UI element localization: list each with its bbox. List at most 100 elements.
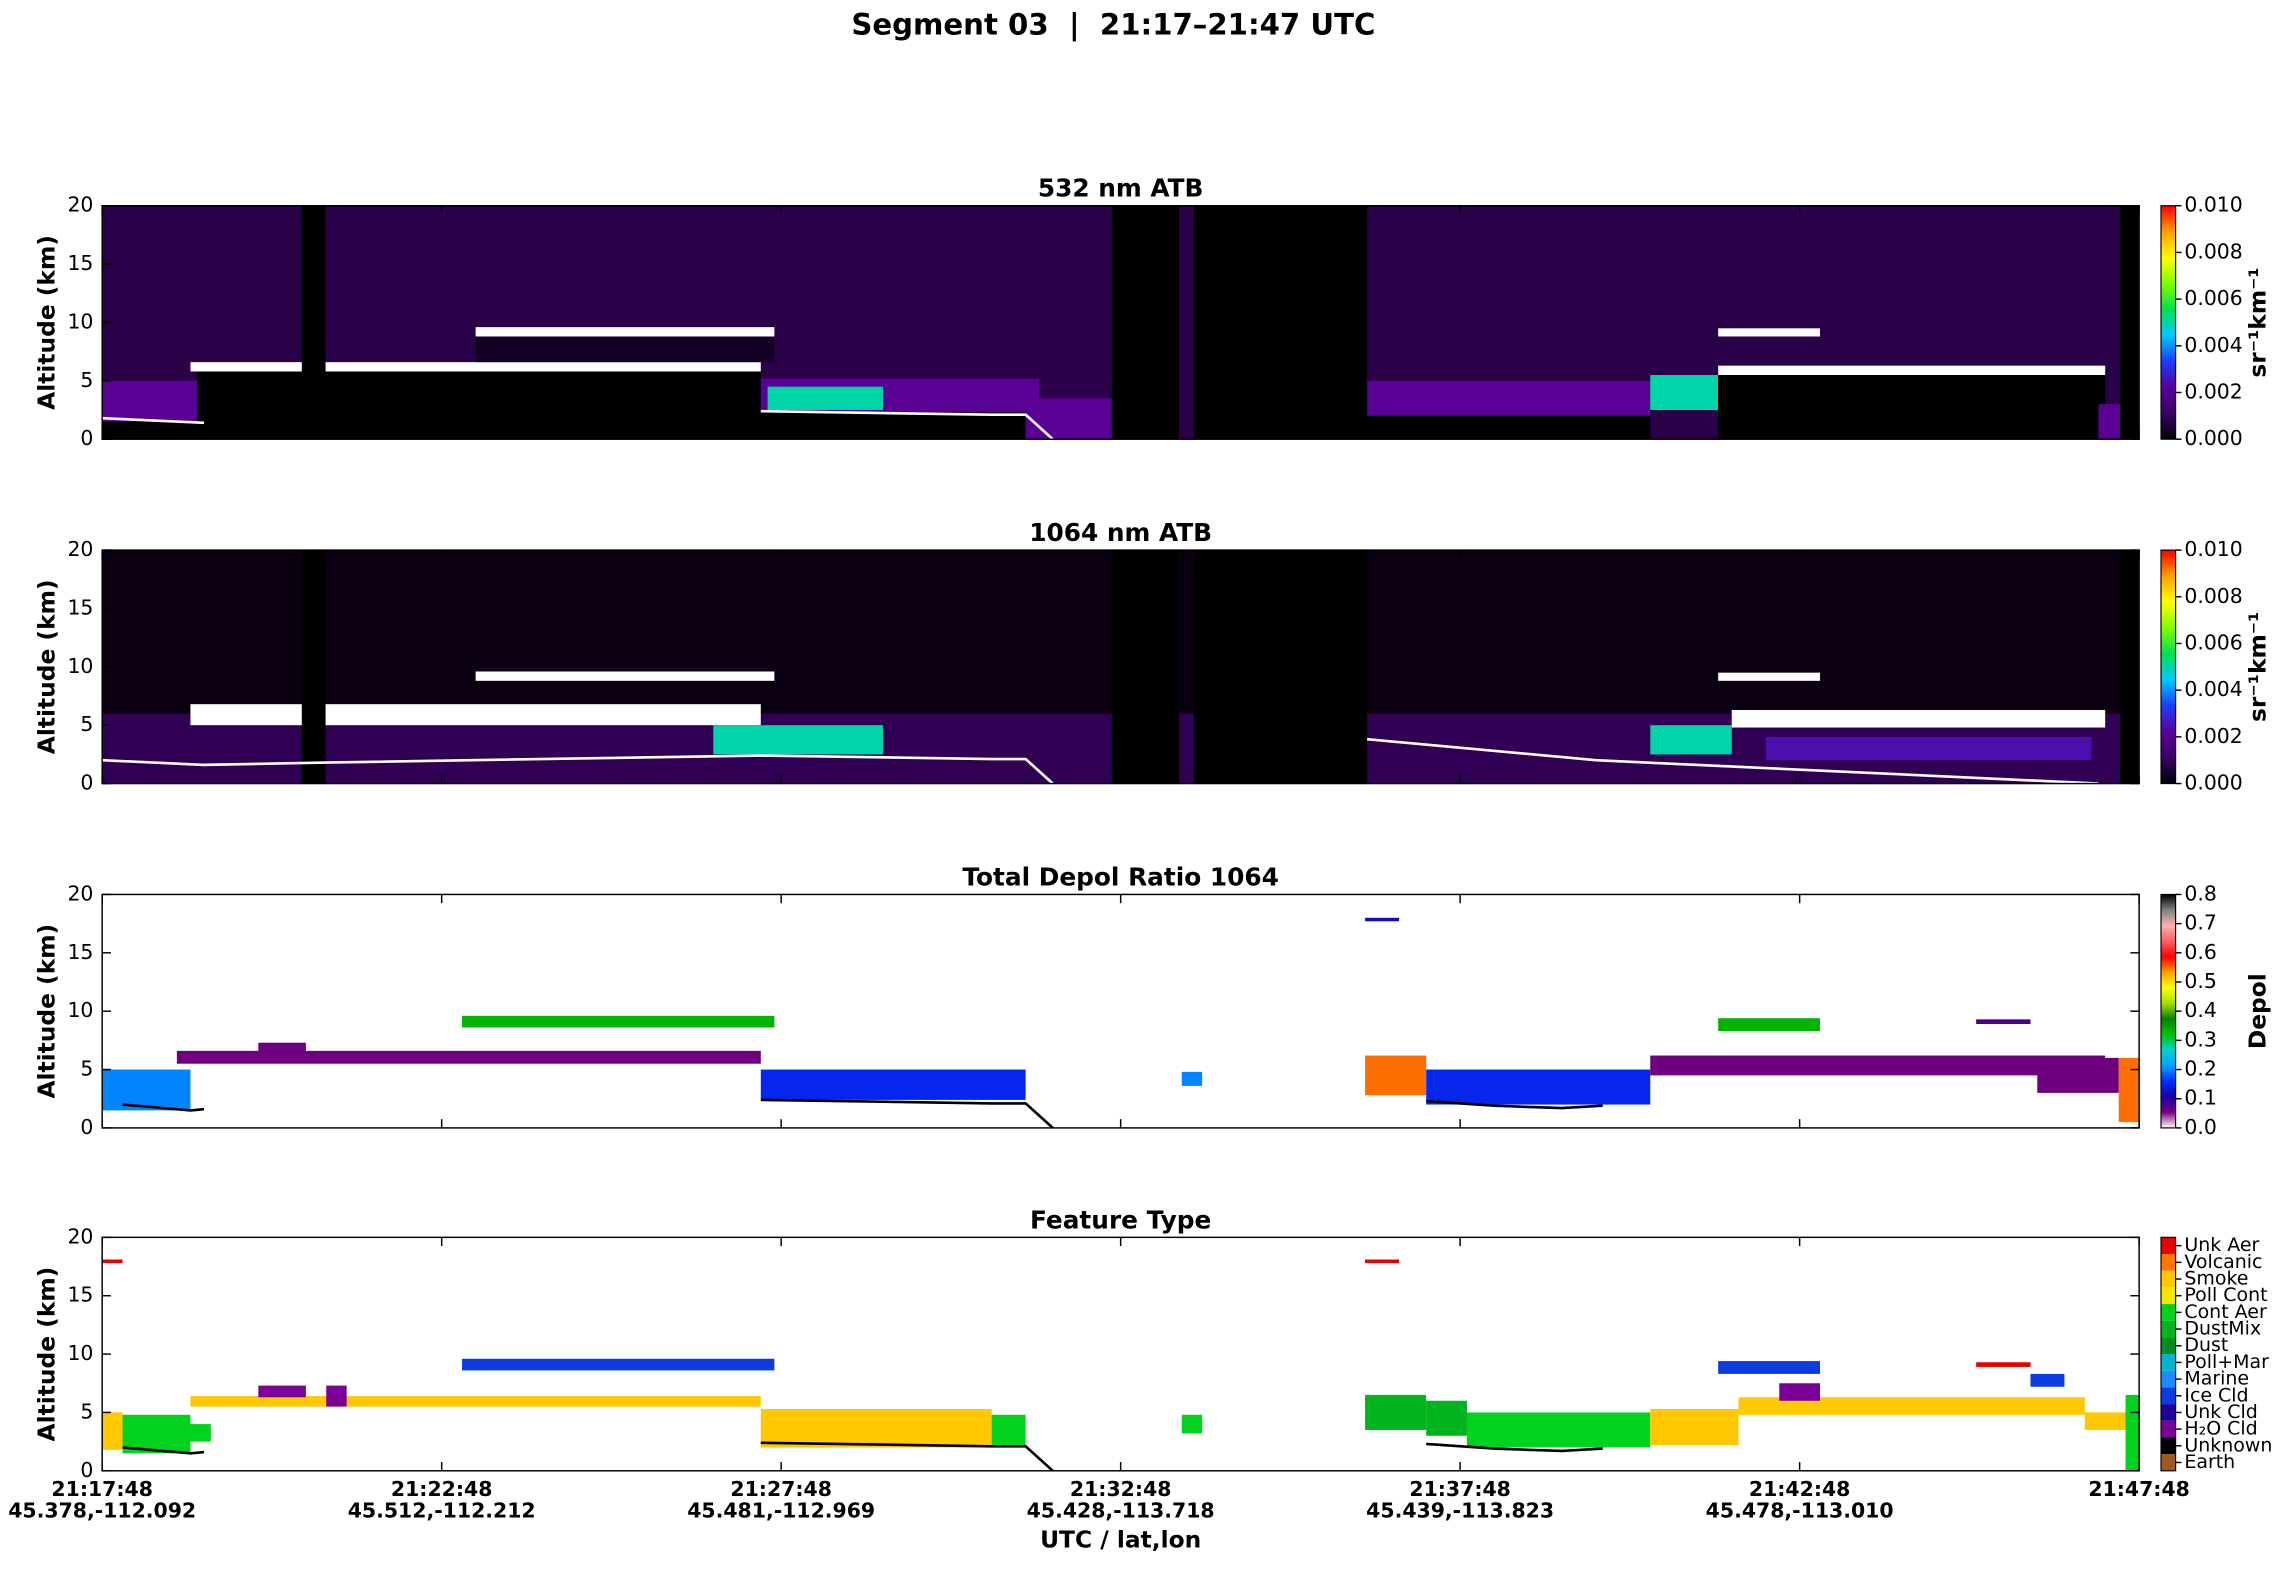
layer	[760, 1069, 1026, 1100]
colorbar	[2160, 205, 2177, 440]
layer	[767, 386, 884, 411]
layer	[1426, 1069, 1651, 1105]
panel-title: 532 nm ATB	[1038, 174, 1204, 203]
x-tick-coords: 45.478,-113.010	[1706, 1499, 1894, 1523]
y-tick-label: 5	[80, 368, 93, 392]
layer	[1765, 736, 2092, 761]
layer	[102, 1259, 123, 1264]
legend-label: Marine	[2184, 1368, 2249, 1390]
layer	[102, 380, 198, 422]
layer	[2125, 1394, 2140, 1471]
layer	[462, 1358, 775, 1371]
y-tick-label: 20	[67, 1224, 93, 1248]
layer	[190, 704, 761, 726]
layer	[760, 1408, 992, 1448]
legend-swatch	[2161, 1404, 2176, 1421]
legend-swatch	[2161, 1270, 2176, 1288]
y-axis-label: Altitude (km)	[33, 235, 61, 410]
x-tick-label: 21:47:48	[2088, 1477, 2190, 1501]
colorbar-tick-label: 0.2	[2184, 1057, 2216, 1081]
layer	[1025, 398, 1114, 440]
colorbar-tick-label: 0.8	[2184, 881, 2216, 905]
colorbar-tick-label: 0.000	[2184, 771, 2242, 795]
colorbar-tick-label: 0.0	[2184, 1115, 2216, 1139]
plot-area	[102, 1259, 2140, 1471]
colorbar-tick-label: 0.3	[2184, 1027, 2216, 1051]
x-tick-coords: 45.378,-112.092	[8, 1499, 196, 1523]
layer	[1650, 1408, 1739, 1446]
plot-frame	[101, 1236, 2140, 1472]
x-tick-label: 21:42:48	[1749, 1477, 1851, 1501]
layer	[1181, 1414, 1203, 1434]
layer	[1731, 710, 2106, 728]
y-tick-label: 20	[67, 881, 93, 905]
layer	[1193, 205, 1368, 440]
y-tick-label: 0	[80, 1458, 93, 1482]
layer	[1779, 1383, 1821, 1401]
colorbar-tick-label: 0.000	[2184, 426, 2242, 450]
colorbar-tick-label: 0.6	[2184, 940, 2216, 964]
colorbar-tick-label: 0.002	[2184, 380, 2242, 404]
colorbar-tick-label: 0.010	[2184, 537, 2242, 561]
y-tick-label: 5	[80, 1057, 93, 1081]
colorbar-tick-label: 0.010	[2184, 193, 2242, 217]
legend-label: Smoke	[2184, 1268, 2248, 1290]
legend-swatch	[2161, 1320, 2176, 1338]
colorbar	[2160, 549, 2177, 785]
layer	[475, 671, 775, 681]
y-tick-label: 15	[67, 940, 93, 964]
y-tick-label: 10	[67, 654, 93, 678]
layer	[301, 550, 326, 784]
y-tick-label: 5	[80, 712, 93, 736]
x-tick-label: 21:37:48	[1409, 1477, 1511, 1501]
surface-line	[102, 737, 2099, 784]
panel-title: Total Depol Ratio 1064	[962, 862, 1279, 891]
layer	[1111, 550, 1180, 784]
layer	[1650, 725, 1732, 755]
legend-swatch	[2161, 1304, 2176, 1321]
layer	[258, 1042, 306, 1055]
layer	[475, 327, 775, 337]
panel: Feature Type Altitude (km) 0 5 10 15 20 21:17:4…	[8, 1205, 2272, 1522]
layer	[760, 412, 1026, 440]
layer	[1650, 1055, 2106, 1076]
x-tick-label: 21:32:48	[1070, 1477, 1172, 1501]
legend-label: Unk Aer	[2184, 1234, 2259, 1256]
panel-title: 1064 nm ATB	[1029, 518, 1212, 547]
y-tick-label: 15	[67, 595, 93, 619]
colorbar-tick-label: 0.4	[2184, 998, 2216, 1022]
panel: 532 nm ATB Altitude (km) 0 5 10 15 20 0.000 0.00…	[33, 174, 2272, 451]
layer	[1193, 550, 1368, 784]
layer	[2084, 1412, 2126, 1430]
y-tick-label: 15	[67, 1283, 93, 1307]
x-tick-coords: 45.428,-113.718	[1027, 1499, 1215, 1523]
y-tick-label: 0	[80, 771, 93, 795]
surface-line	[122, 1098, 1603, 1128]
colorbar-tick-label: 0.006	[2184, 286, 2242, 310]
legend-label: Poll+Mar	[2184, 1351, 2269, 1373]
layer	[1976, 1019, 2031, 1025]
x-tick-coords: 45.481,-112.969	[687, 1499, 875, 1523]
surface-line	[122, 1441, 1603, 1471]
layer	[1466, 1412, 1651, 1448]
legend-swatch	[2161, 1254, 2176, 1271]
x-tick-label: 21:22:48	[391, 1477, 493, 1501]
y-tick-label: 20	[67, 537, 93, 561]
x-tick-coords: 45.512,-112.212	[348, 1499, 536, 1523]
layer	[176, 1050, 761, 1064]
colorbar-tick-label: 0.7	[2184, 911, 2216, 935]
legend-label: Poll Cont	[2184, 1284, 2267, 1306]
layer	[1367, 415, 1651, 440]
y-tick-label: 10	[67, 309, 93, 333]
layer	[475, 336, 775, 363]
legend-swatch	[2161, 1237, 2176, 1255]
layer	[2098, 404, 2121, 440]
layer	[713, 725, 884, 755]
layer	[1365, 917, 1400, 922]
legend-label: DustMix	[2184, 1318, 2261, 1340]
legend-swatch	[2161, 1354, 2176, 1371]
y-tick-label: 15	[67, 251, 93, 275]
layer	[1365, 1394, 1427, 1430]
